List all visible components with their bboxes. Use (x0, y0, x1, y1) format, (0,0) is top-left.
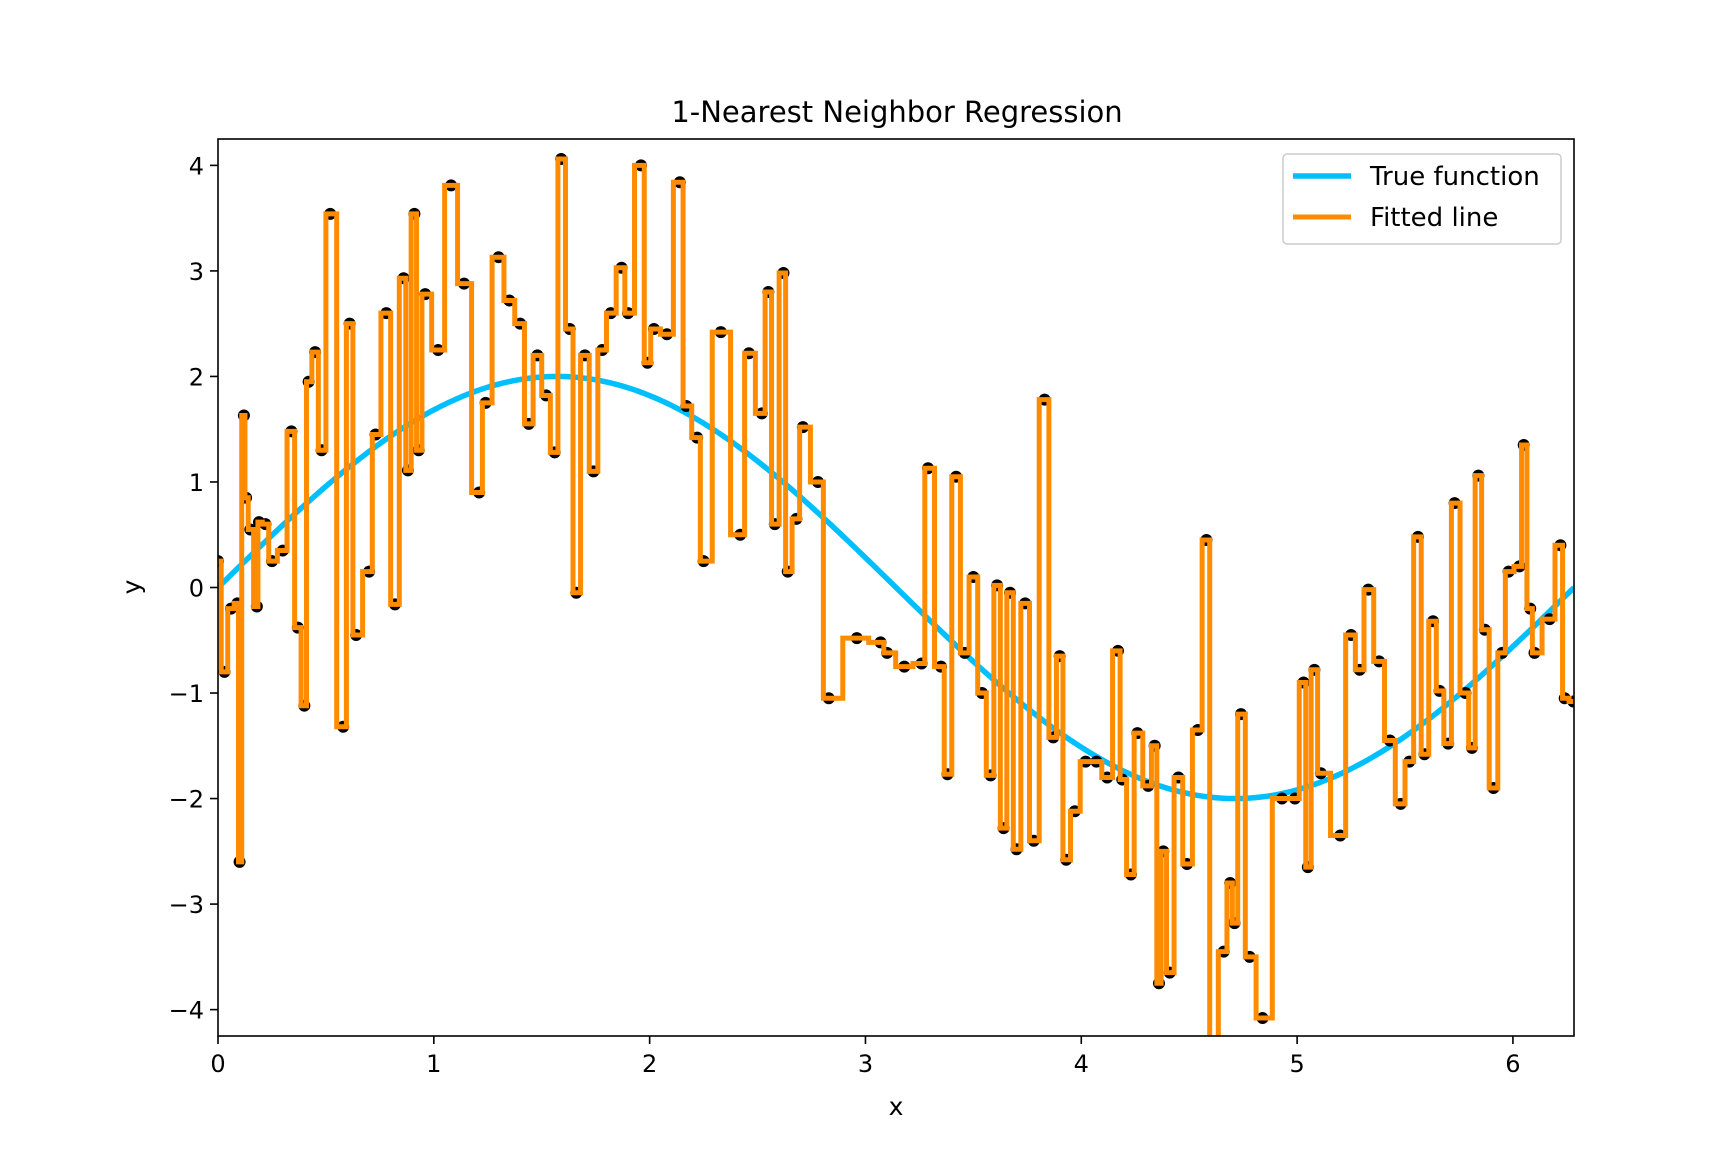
x-tick-label: 3 (858, 1050, 873, 1078)
legend: True function Fitted line (1282, 153, 1562, 245)
y-axis-label: y (117, 579, 146, 594)
x-tick-label: 4 (1074, 1050, 1089, 1078)
chart-title: 1-Nearest Neighbor Regression (671, 95, 1122, 129)
y-tick-label: −1 (169, 680, 204, 708)
x-tick-label: 6 (1505, 1050, 1520, 1078)
y-tick-label: −3 (169, 891, 204, 919)
y-tick-label: −4 (169, 997, 204, 1025)
x-axis: 0 1 2 3 4 5 6 (210, 1036, 1521, 1078)
y-tick-label: 0 (189, 575, 204, 603)
legend-true-function-label: True function (1369, 162, 1540, 192)
plot-area (218, 153, 1574, 1036)
y-tick-label: 4 (189, 152, 204, 180)
x-tick-label: 5 (1289, 1050, 1304, 1078)
x-tick-label: 1 (426, 1050, 441, 1078)
x-axis-label: x (889, 1092, 904, 1121)
legend-box (1282, 153, 1562, 245)
y-tick-label: 3 (189, 258, 204, 286)
fitted-step-line (218, 156, 1574, 1036)
y-axis: −4 −3 −2 −1 0 1 2 3 4 (169, 152, 218, 1025)
y-tick-label: −2 (169, 786, 204, 814)
x-tick-label: 2 (642, 1050, 657, 1078)
legend-fitted-line-label: Fitted line (1370, 203, 1498, 233)
x-tick-label: 0 (210, 1050, 225, 1078)
y-tick-label: 1 (189, 469, 204, 497)
y-tick-label: 2 (189, 363, 204, 391)
